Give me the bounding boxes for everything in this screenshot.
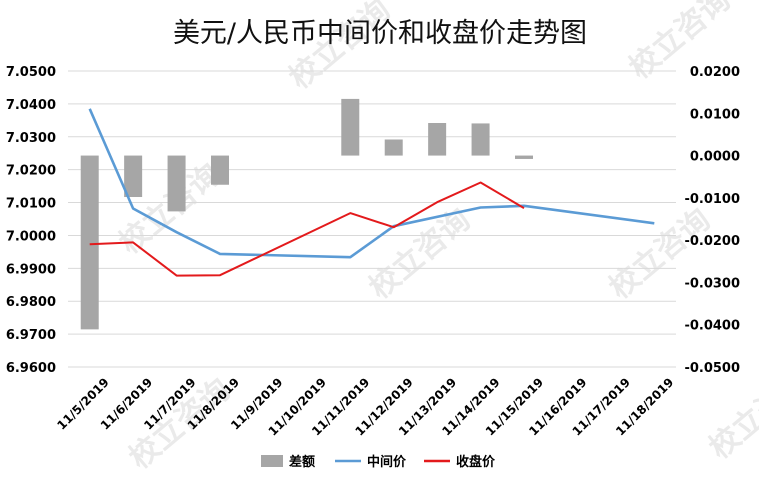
legend-label: 差额 [289, 454, 315, 470]
right-tick-label: 0.0100 [690, 107, 740, 122]
left-tick-label: 7.0100 [6, 197, 56, 212]
bar-diff [80, 155, 99, 330]
line-mid-price [88, 108, 655, 259]
right-axis-ticks: 0.0200 0.0100 0.0000 -0.0100 -0.0200 -0.0300 -… [684, 65, 740, 376]
left-axis-ticks: 7.0500 7.0400 7.0300 7.0200 7.0100 7.0000 6.99… [6, 65, 56, 376]
left-tick-label: 6.9900 [6, 262, 56, 277]
chart-title: 美元/人民币中间价和收盘价走势图 [173, 18, 587, 49]
line-series [88, 108, 655, 277]
bar-diff [384, 139, 403, 156]
right-tick-label: -0.0500 [684, 361, 740, 376]
gridlines [68, 70, 676, 368]
bar-diff [124, 155, 143, 198]
watermark-text: 校立咨询 [363, 202, 477, 306]
watermark-text: 校立咨询 [703, 362, 759, 466]
bar-diff [211, 155, 229, 185]
legend: 差额 中间价 收盘价 [261, 454, 496, 470]
right-tick-label: 0.0000 [690, 150, 740, 165]
left-tick-label: 7.0500 [6, 65, 56, 80]
left-tick-label: 6.9700 [6, 328, 56, 343]
right-tick-label: 0.0200 [690, 65, 740, 80]
legend-label: 中间价 [367, 454, 407, 470]
right-tick-label: -0.0100 [684, 192, 740, 207]
left-tick-label: 7.0200 [6, 164, 56, 179]
bar-diff [515, 155, 533, 159]
left-tick-label: 6.9800 [6, 295, 56, 310]
bar-diff [428, 123, 447, 156]
legend-label: 收盘价 [456, 454, 496, 470]
left-tick-label: 7.0300 [6, 131, 56, 146]
bar-diff [341, 98, 360, 156]
bar-diff [167, 155, 186, 212]
x-axis-ticks: 11/5/201911/6/201911/7/201911/8/201911/9… [54, 375, 676, 438]
left-tick-label: 7.0400 [6, 98, 56, 113]
right-tick-label: -0.0300 [684, 276, 740, 291]
line-close-price [89, 181, 525, 277]
left-tick-label: 6.9600 [6, 361, 56, 376]
bar-diff [471, 123, 490, 156]
bar-series-diff [80, 98, 533, 330]
right-tick-label: -0.0200 [684, 234, 740, 249]
left-tick-label: 7.0000 [6, 229, 56, 244]
legend-swatch-bar [261, 455, 283, 467]
right-tick-label: -0.0400 [684, 319, 740, 334]
